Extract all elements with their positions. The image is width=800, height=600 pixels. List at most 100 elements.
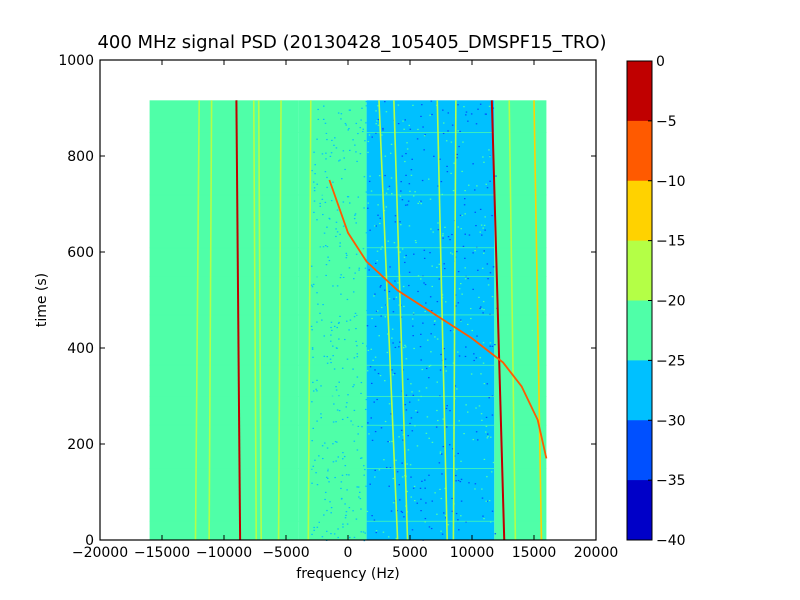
- psd-speckle: [368, 134, 371, 136]
- psd-speckle: [336, 409, 339, 411]
- psd-speckle: [355, 253, 358, 255]
- psd-speckle: [347, 394, 349, 396]
- psd-speckle: [313, 529, 315, 531]
- psd-speckle: [440, 180, 443, 183]
- psd-speckle: [458, 145, 460, 148]
- psd-speckle: [383, 289, 386, 291]
- psd-speckle: [411, 391, 413, 393]
- colorbar-tick-label: −25: [656, 353, 686, 369]
- psd-speckle: [392, 502, 395, 504]
- psd-speckle: [483, 517, 485, 520]
- psd-speckle: [310, 284, 313, 286]
- psd-speckle: [318, 521, 320, 523]
- y-tick-label: 600: [67, 245, 94, 261]
- psd-speckle: [348, 267, 351, 269]
- psd-speckle: [339, 159, 341, 161]
- psd-speckle: [408, 124, 411, 127]
- psd-speckle: [360, 392, 362, 395]
- psd-speckle: [320, 385, 322, 387]
- y-tick-label: 400: [67, 341, 94, 357]
- psd-speckle: [410, 169, 413, 171]
- psd-speckle: [324, 442, 326, 444]
- psd-speckle: [344, 168, 346, 171]
- psd-speckle: [492, 266, 495, 268]
- psd-speckle: [480, 224, 483, 226]
- psd-speckle: [446, 165, 448, 168]
- psd-speckle: [465, 346, 467, 348]
- psd-speckle: [485, 183, 487, 185]
- psd-speckle: [489, 180, 491, 182]
- psd-speckle: [359, 126, 362, 129]
- psd-speckle: [369, 175, 371, 177]
- psd-speckle: [325, 274, 327, 277]
- psd-speckle: [394, 221, 397, 223]
- psd-speckle: [346, 358, 349, 360]
- psd-speckle: [491, 414, 494, 416]
- psd-speckle: [380, 248, 382, 250]
- y-tick-label: 0: [85, 533, 94, 549]
- psd-speckle: [412, 313, 415, 315]
- psd-speckle: [380, 427, 383, 429]
- psd-speckle: [429, 296, 432, 298]
- psd-speckle: [313, 151, 315, 153]
- psd-speckle: [423, 282, 425, 284]
- x-tick-label: −10000: [196, 545, 252, 561]
- colorbar-segment: [627, 240, 652, 301]
- psd-speckle: [313, 190, 316, 192]
- psd-speckle: [443, 512, 445, 514]
- psd-speckle: [326, 176, 328, 179]
- psd-speckle: [311, 348, 314, 350]
- psd-band: [366, 100, 495, 540]
- psd-speckle: [326, 509, 328, 512]
- psd-speckle: [345, 511, 348, 513]
- psd-speckle: [365, 232, 368, 234]
- psd-speckle: [316, 219, 318, 221]
- psd-speckle: [368, 269, 370, 271]
- psd-speckle: [444, 226, 446, 228]
- psd-speckle: [438, 278, 441, 280]
- psd-speckle: [441, 473, 443, 475]
- psd-speckle: [398, 436, 400, 438]
- psd-speckle: [345, 514, 347, 517]
- psd-speckle: [446, 426, 448, 428]
- psd-speckle: [365, 122, 367, 124]
- psd-speckle: [393, 242, 396, 244]
- psd-speckle: [390, 510, 393, 512]
- psd-speckle: [439, 369, 442, 371]
- psd-speckle: [416, 138, 419, 140]
- psd-speckle: [319, 312, 321, 314]
- colorbar-tick-label: −30: [656, 413, 686, 429]
- psd-speckle: [356, 449, 359, 451]
- psd-speckle: [434, 320, 436, 322]
- psd-speckle: [333, 368, 336, 370]
- psd-speckle: [381, 246, 383, 248]
- psd-speckle: [462, 245, 465, 247]
- x-axis: −20000 −15000 −10000 −5000 0 5000 10000 15000 20…: [72, 60, 618, 561]
- psd-speckle: [317, 303, 319, 305]
- psd-speckle: [359, 153, 362, 155]
- psd-speckle: [456, 157, 458, 159]
- psd-speckle: [374, 325, 377, 328]
- psd-speckle: [365, 398, 368, 401]
- psd-speckle: [330, 340, 332, 342]
- psd-speckle: [322, 118, 325, 120]
- psd-speckle: [423, 249, 426, 251]
- psd-speckle: [424, 521, 426, 523]
- psd-carrier-line: [277, 100, 282, 541]
- psd-speckle: [336, 231, 339, 233]
- psd-speckle: [459, 481, 462, 483]
- psd-speckle: [437, 222, 439, 224]
- psd-speckle: [334, 137, 336, 139]
- psd-speckle: [377, 372, 380, 375]
- psd-carrier-line: [208, 100, 213, 541]
- psd-speckle: [472, 438, 475, 441]
- psd-stripe: [149, 396, 547, 397]
- x-tick-label: 5000: [392, 545, 428, 561]
- psd-speckle: [464, 233, 466, 235]
- psd-speckle: [356, 486, 358, 488]
- psd-speckle: [406, 142, 408, 144]
- psd-speckle: [463, 432, 465, 435]
- psd-speckle: [476, 335, 478, 337]
- psd-speckle: [455, 480, 457, 482]
- psd-speckle: [392, 342, 394, 344]
